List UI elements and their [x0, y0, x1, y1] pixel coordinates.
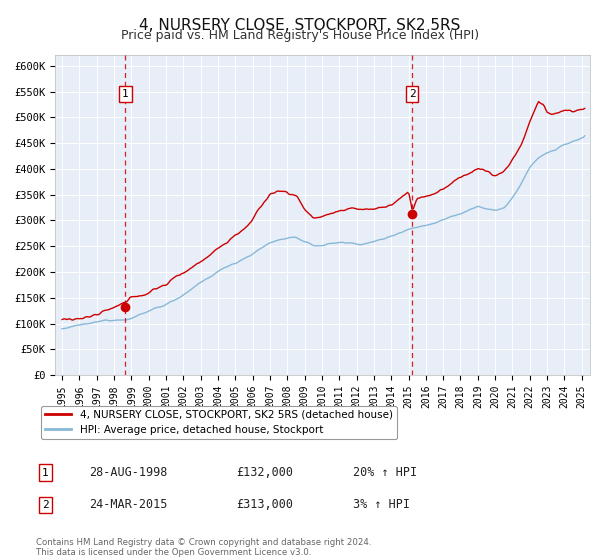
Text: £132,000: £132,000: [236, 466, 293, 479]
Text: Price paid vs. HM Land Registry's House Price Index (HPI): Price paid vs. HM Land Registry's House …: [121, 29, 479, 42]
Legend: 4, NURSERY CLOSE, STOCKPORT, SK2 5RS (detached house), HPI: Average price, detac: 4, NURSERY CLOSE, STOCKPORT, SK2 5RS (de…: [41, 405, 397, 439]
Text: 2: 2: [42, 500, 49, 510]
Text: £313,000: £313,000: [236, 498, 293, 511]
Text: 3% ↑ HPI: 3% ↑ HPI: [353, 498, 410, 511]
Text: Contains HM Land Registry data © Crown copyright and database right 2024.
This d: Contains HM Land Registry data © Crown c…: [36, 538, 371, 557]
Text: 24-MAR-2015: 24-MAR-2015: [89, 498, 167, 511]
Text: 20% ↑ HPI: 20% ↑ HPI: [353, 466, 417, 479]
Text: 1: 1: [42, 468, 49, 478]
Text: 2: 2: [409, 89, 416, 99]
Text: 28-AUG-1998: 28-AUG-1998: [89, 466, 167, 479]
Text: 4, NURSERY CLOSE, STOCKPORT, SK2 5RS: 4, NURSERY CLOSE, STOCKPORT, SK2 5RS: [139, 18, 461, 33]
Text: 1: 1: [122, 89, 129, 99]
